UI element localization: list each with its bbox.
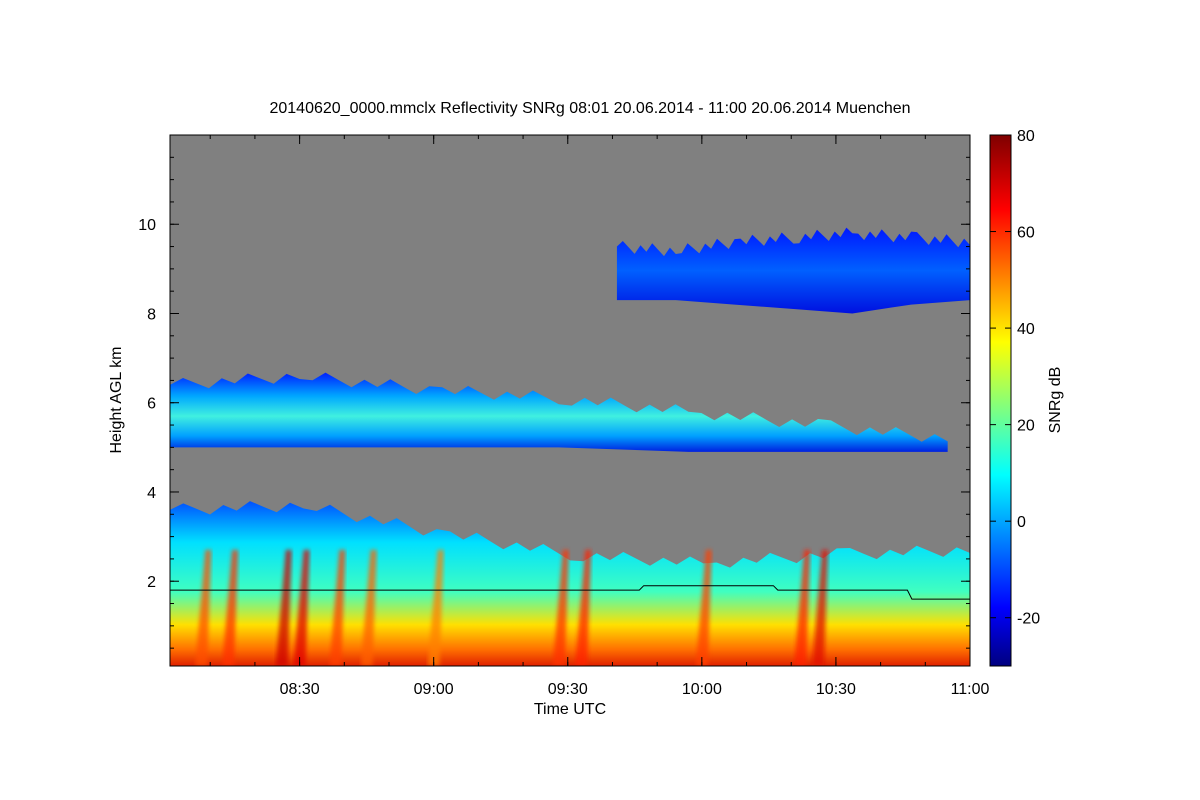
reflectivity-core: [695, 549, 712, 666]
x-axis: 08:30 09:00 09:30 10:00 10:30 11:00: [209, 135, 990, 698]
boundary-layer-height-line: [170, 585, 970, 600]
y-tick-label: 2: [147, 574, 156, 591]
y-tick-label: 4: [147, 485, 156, 502]
x-tick-label: 11:00: [951, 681, 990, 698]
plot-frame: [169, 134, 971, 667]
x-tick-label: 09:00: [414, 681, 454, 698]
x-tick-label: 10:30: [816, 681, 856, 698]
y-axis: 2 4 6 8 10: [138, 134, 970, 649]
colorbar-tick-label: 40: [1017, 321, 1035, 338]
reflectivity-core: [794, 549, 811, 666]
plot-area: [170, 135, 970, 666]
reflectivity-core: [360, 549, 377, 666]
x-axis-label: Time UTC: [534, 701, 606, 718]
reflectivity-core: [575, 549, 592, 666]
cloud-layer-upper: [616, 227, 970, 314]
reflectivity-core: [293, 549, 310, 666]
colorbar-tick-label: -20: [1017, 611, 1040, 628]
colorbar-tick-label: 80: [1017, 128, 1035, 145]
colorbar-gradient: [989, 134, 1012, 667]
colorbar-tick-label: 20: [1017, 418, 1035, 435]
x-tick-label: 09:30: [548, 681, 588, 698]
reflectivity-core: [329, 549, 346, 666]
colorbar-label: SNRg dB: [1047, 367, 1064, 434]
cloud-layer-mid: [170, 372, 948, 452]
y-axis-label: Height AGL km: [108, 346, 125, 453]
y-tick-label: 6: [147, 396, 156, 413]
reflectivity-core: [275, 549, 292, 666]
x-tick-label: 08:30: [280, 681, 320, 698]
reflectivity-core: [812, 549, 829, 666]
reflectivity-core: [195, 549, 212, 666]
reflectivity-core: [222, 549, 239, 666]
colorbar: -20 0 20 40 60 80 SNRg dB: [989, 128, 1064, 667]
reflectivity-core: [427, 549, 444, 666]
x-tick-label: 10:00: [682, 681, 722, 698]
y-tick-label: 10: [138, 217, 156, 234]
reflectivity-core: [552, 549, 569, 666]
chart-title: 20140620_0000.mmclx Reflectivity SNRg 08…: [269, 100, 910, 117]
colorbar-tick-label: 0: [1017, 514, 1026, 531]
y-tick-label: 8: [147, 306, 156, 323]
colorbar-tick-label: 60: [1017, 225, 1035, 242]
